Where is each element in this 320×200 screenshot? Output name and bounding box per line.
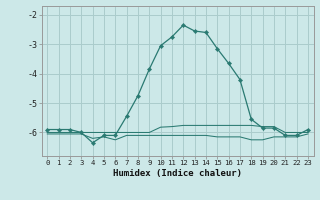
X-axis label: Humidex (Indice chaleur): Humidex (Indice chaleur) <box>113 169 242 178</box>
